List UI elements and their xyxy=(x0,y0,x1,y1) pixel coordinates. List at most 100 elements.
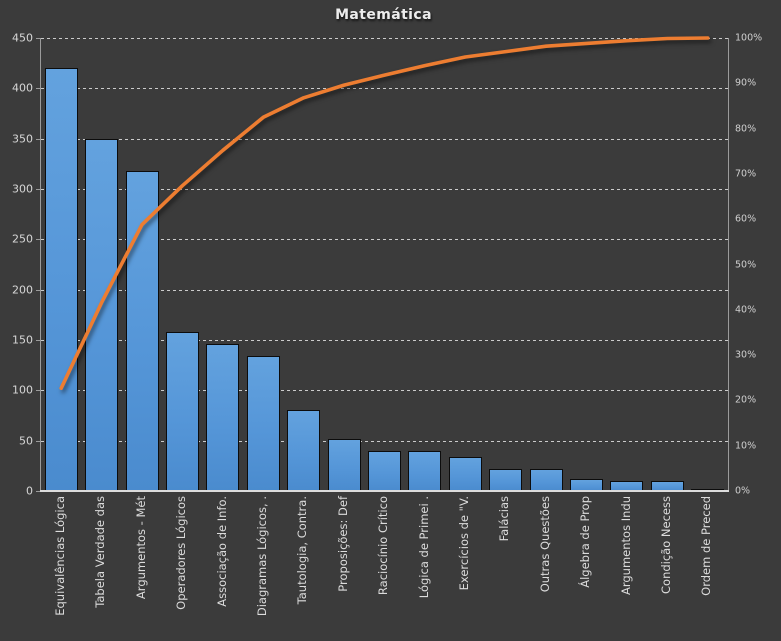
category-label-slot: Argumentos - Mét xyxy=(121,496,161,641)
left-axis-tick-label: 450 xyxy=(12,31,33,45)
category-label-slot: Equivalências Lógica xyxy=(40,496,80,641)
left-axis-tick-mark xyxy=(36,491,40,492)
category-label-slot: Tautologia, Contra. xyxy=(282,496,322,641)
gridline xyxy=(41,38,728,39)
left-axis-tick-label: 400 xyxy=(12,81,33,95)
left-value-axis: 450 400 350 300 250 200 150 100 50 0 xyxy=(0,32,33,498)
bar-11[interactable] xyxy=(448,456,482,491)
bar-7[interactable] xyxy=(287,410,321,491)
category-label-slot: Diagramas Lógicos, . xyxy=(242,496,282,641)
bar-4[interactable] xyxy=(165,331,199,491)
bar-12[interactable] xyxy=(489,468,523,491)
bar-8[interactable] xyxy=(327,438,361,491)
bar-slot xyxy=(485,38,525,491)
bar-slot xyxy=(283,38,323,491)
category-label-slot: Condição Necess xyxy=(646,496,686,641)
left-axis-tick-label: 250 xyxy=(12,232,33,246)
gridline xyxy=(41,88,728,90)
left-axis-tick-mark xyxy=(36,239,40,241)
category-label-slot: Álgebra de Prop xyxy=(565,496,605,641)
right-axis-tick-label: 80% xyxy=(735,123,757,135)
category-label: Argumentos - Mét xyxy=(133,496,148,600)
right-axis-tick-label: 100% xyxy=(735,32,763,44)
x-axis-line xyxy=(40,490,729,492)
right-axis-tick-label: 50% xyxy=(735,259,757,270)
category-label-slot: Associação de Info. xyxy=(202,496,242,641)
category-label-slot: Lógica de Primei . xyxy=(404,496,444,641)
bar-slot xyxy=(405,38,445,491)
category-label: Diagramas Lógicos, . xyxy=(254,496,269,617)
bar-slot xyxy=(566,38,606,491)
bar-slot xyxy=(81,38,121,491)
bar-slot xyxy=(162,38,202,491)
bar-slot xyxy=(203,38,243,491)
plot-area xyxy=(40,36,729,492)
category-label-slot: Outras Questões xyxy=(525,496,565,641)
bar-6[interactable] xyxy=(246,356,280,491)
category-label: Argumentos Indu xyxy=(618,496,633,596)
bar-slot xyxy=(324,38,364,491)
bar-slot xyxy=(647,38,687,491)
category-label: Tautologia, Contra. xyxy=(295,496,310,605)
bar-9[interactable] xyxy=(367,450,401,491)
right-percent-axis: 100% 90% 80% 70% 60% 50% 40% 30% 20% 10% 0% xyxy=(735,33,781,497)
category-label: Operadores Lógicos xyxy=(174,496,189,610)
bar-slot xyxy=(526,38,566,491)
right-axis-tick-label: 30% xyxy=(735,349,757,361)
bar-13[interactable] xyxy=(529,468,563,491)
right-axis-tick-label: 0% xyxy=(735,485,751,497)
left-axis-tick-mark xyxy=(36,88,40,90)
category-label-slot: Operadores Lógicos xyxy=(161,496,201,641)
category-label: Tabela Verdade das xyxy=(93,496,108,608)
category-label: Raciocínio Crítico xyxy=(376,496,391,596)
left-axis-tick-mark xyxy=(36,289,40,291)
category-label: Associação de Info. xyxy=(214,496,229,607)
bar-10[interactable] xyxy=(408,450,442,491)
left-axis-ticks xyxy=(36,38,40,492)
category-label-slot: Proposições: Def xyxy=(323,496,363,641)
left-axis-tick-label: 100 xyxy=(12,383,33,397)
gridline xyxy=(41,138,728,140)
category-label: Falácias xyxy=(497,496,512,542)
category-label: Proposições: Def xyxy=(335,496,350,592)
category-label: Ordem de Preced xyxy=(699,496,714,596)
gridline xyxy=(41,440,728,442)
bar-slot xyxy=(607,38,647,491)
left-axis-tick-mark xyxy=(36,440,40,442)
bar-16[interactable] xyxy=(650,480,684,491)
left-axis-tick-mark xyxy=(36,38,40,39)
bar-slot xyxy=(445,38,485,491)
bar-slot xyxy=(41,38,81,491)
gridline xyxy=(41,340,728,341)
left-axis-tick-mark xyxy=(36,138,40,140)
bar-15[interactable] xyxy=(610,480,644,491)
gridline xyxy=(41,189,728,190)
right-axis-tick-label: 20% xyxy=(735,394,757,406)
left-axis-tick-label: 300 xyxy=(12,182,33,196)
left-axis-tick-mark xyxy=(36,390,40,392)
gridline xyxy=(41,289,728,291)
category-label: Equivalências Lógica xyxy=(52,496,67,616)
category-label-slot: Falácias xyxy=(484,496,524,641)
left-axis-tick-label: 200 xyxy=(12,283,33,297)
bar-2[interactable] xyxy=(85,138,119,491)
category-label: Condição Necess xyxy=(658,496,673,594)
category-axis: Equivalências Lógica Tabela Verdade das Ar… xyxy=(40,496,727,641)
category-label-slot: Tabela Verdade das xyxy=(80,496,120,641)
cumulative-percent-line[interactable] xyxy=(59,36,710,391)
left-axis-tick-label: 50 xyxy=(19,434,33,448)
bar-1[interactable] xyxy=(44,68,78,491)
bar-14[interactable] xyxy=(569,478,603,491)
bar-slot xyxy=(243,38,283,491)
category-label-slot: Exercícios de "V. xyxy=(444,496,484,641)
left-axis-tick-mark xyxy=(36,340,40,341)
category-label: Lógica de Primei . xyxy=(416,496,431,599)
left-axis-tick-label: 350 xyxy=(12,132,33,146)
cumulative-line-layer xyxy=(59,36,710,391)
bar-series xyxy=(41,38,728,491)
right-axis-tick-label: 60% xyxy=(735,213,757,225)
bar-5[interactable] xyxy=(206,344,240,491)
left-axis-tick-mark xyxy=(36,189,40,190)
right-axis-tick-label: 10% xyxy=(735,440,757,452)
